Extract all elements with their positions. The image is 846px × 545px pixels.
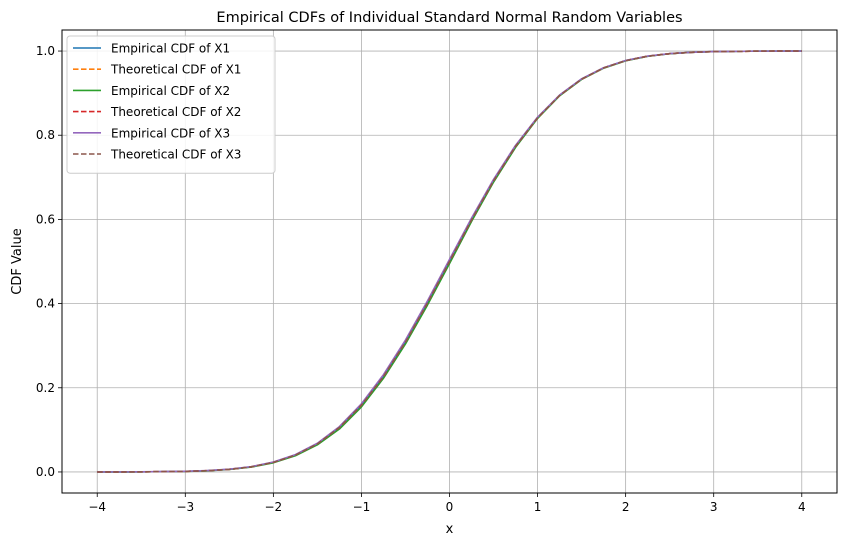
y-axis-label: CDF Value <box>10 228 25 294</box>
x-axis-label: x <box>446 522 454 537</box>
legend-label: Empirical CDF of X2 <box>111 84 230 98</box>
y-tick-label: 0.6 <box>36 212 55 226</box>
legend-label: Empirical CDF of X1 <box>111 42 230 56</box>
legend: Empirical CDF of X1 Theoretical CDF of X1… <box>66 35 276 174</box>
x-tick-label: 3 <box>710 500 718 514</box>
x-tick-label: 0 <box>446 500 454 514</box>
x-tick-label: 4 <box>798 500 806 514</box>
y-tick-label: 0.8 <box>36 128 55 142</box>
chart-title: Empirical CDFs of Individual Standard No… <box>216 10 682 26</box>
x-tick-label: 2 <box>622 500 630 514</box>
y-tick-label: 0.4 <box>36 297 55 311</box>
x-tick-label: −4 <box>88 500 106 514</box>
x-tick-label: −1 <box>353 500 371 514</box>
y-tick-label: 0.2 <box>36 381 55 395</box>
legend-box <box>66 35 276 174</box>
series-lines <box>97 50 802 473</box>
x-tick-label: −2 <box>265 500 283 514</box>
x-tick-label: −3 <box>176 500 194 514</box>
x-tick-label: 1 <box>534 500 542 514</box>
legend-label: Theoretical CDF of X1 <box>110 63 241 77</box>
y-tick-label: 0.0 <box>36 465 55 479</box>
legend-label: Theoretical CDF of X2 <box>110 105 241 119</box>
legend-label: Empirical CDF of X3 <box>111 126 230 140</box>
y-tick-label: 1.0 <box>36 44 55 58</box>
series-line-6 <box>97 50 802 473</box>
y-axis-ticks: 0.0 0.2 0.4 0.6 0.8 1.0 <box>36 44 62 479</box>
x-axis-ticks: −4 −3 −2 −1 0 1 2 3 4 <box>88 493 806 514</box>
legend-label: Theoretical CDF of X3 <box>110 148 241 162</box>
